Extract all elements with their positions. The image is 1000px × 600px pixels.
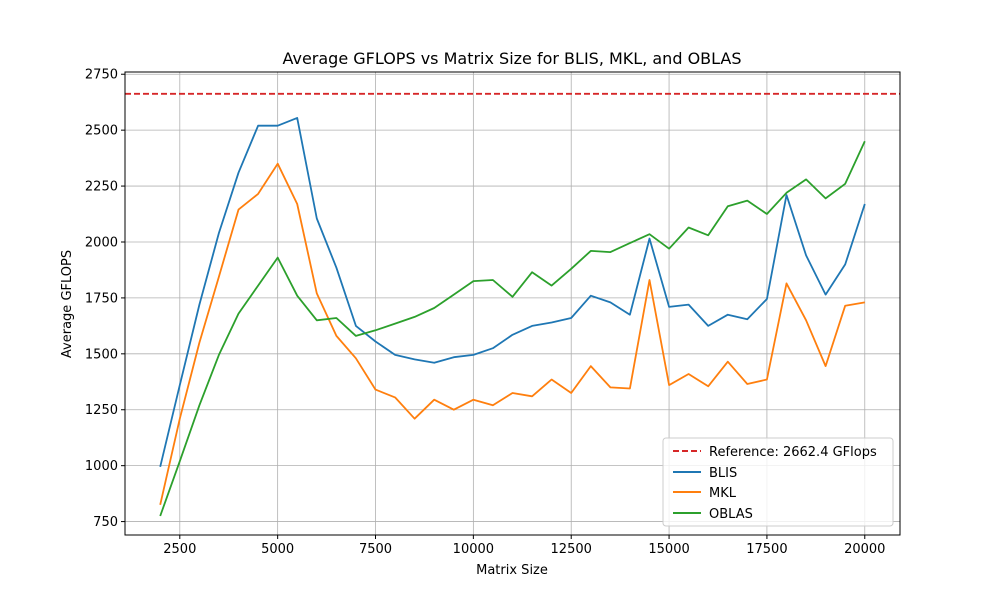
y-tick-label: 2000 bbox=[85, 235, 118, 250]
series-line-mkl bbox=[159, 162, 865, 505]
y-tick-label: 1500 bbox=[85, 347, 118, 362]
plot-area-frame bbox=[124, 71, 901, 536]
y-tick-label: 2750 bbox=[85, 68, 118, 83]
series-group bbox=[159, 117, 866, 517]
y-tick-label: 1750 bbox=[85, 291, 118, 306]
y-tick-label: 1000 bbox=[85, 459, 118, 474]
x-tick-label: 2500 bbox=[163, 542, 196, 557]
x-tick-label: 5000 bbox=[261, 542, 294, 557]
legend-oblas-label: OBLAS bbox=[709, 507, 753, 522]
legend-reference-label: Reference: 2662.4 GFlops bbox=[709, 445, 877, 460]
series-line-blis bbox=[159, 117, 866, 468]
y-tick-label: 2500 bbox=[85, 124, 118, 139]
grid bbox=[125, 72, 900, 535]
y-tick-label: 2250 bbox=[85, 180, 118, 195]
x-tick-label: 10000 bbox=[453, 542, 494, 557]
legend-box bbox=[662, 437, 894, 527]
x-tick-label: 20000 bbox=[844, 542, 885, 557]
x-axis-ticks: 2500 5000 7500 10000 12500 15000 17500 20000 bbox=[163, 535, 885, 557]
y-tick-label: 750 bbox=[93, 515, 118, 530]
legend-mkl-label: MKL bbox=[709, 486, 737, 501]
series-line-oblas bbox=[159, 140, 866, 517]
legend-blis-label: BLIS bbox=[709, 466, 737, 481]
x-tick-label: 7500 bbox=[359, 542, 392, 557]
x-tick-label: 17500 bbox=[746, 542, 787, 557]
y-axis-ticks: 750 1000 1250 1500 1750 2000 2250 2500 2750 bbox=[85, 68, 125, 530]
chart-title: Average GFLOPS vs Matrix Size for BLIS, … bbox=[282, 49, 741, 68]
x-tick-label: 12500 bbox=[551, 542, 592, 557]
x-tick-label: 15000 bbox=[648, 542, 689, 557]
x-axis-label: Matrix Size bbox=[476, 563, 548, 578]
legend: Reference: 2662.4 GFlops BLIS MKL OBLAS bbox=[662, 437, 894, 527]
y-tick-label: 1250 bbox=[85, 403, 118, 418]
y-axis-label: Average GFLOPS bbox=[60, 250, 75, 358]
